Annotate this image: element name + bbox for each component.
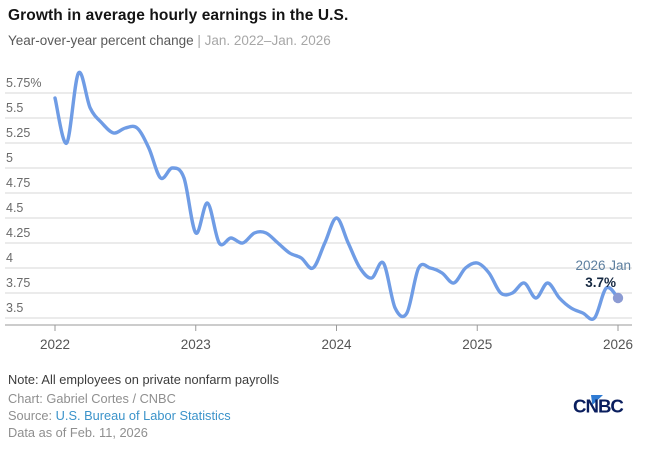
y-tick-label: 4.5 (6, 201, 23, 215)
y-tick-label: 5.25 (6, 126, 30, 140)
page-title: Growth in average hourly earnings in the… (8, 7, 349, 24)
x-tick-label: 2022 (40, 337, 70, 352)
x-axis-ticks: 2022 2023 2024 2025 2026 (40, 325, 633, 352)
x-tick-label: 2024 (321, 337, 352, 352)
latest-point-marker (612, 292, 624, 304)
cnbc-peacock-icon (591, 395, 603, 405)
x-tick-label: 2025 (462, 337, 492, 352)
chart-note: Note: All employees on private nonfarm p… (8, 372, 280, 387)
gridlines (5, 92, 632, 319)
y-tick-label: 5.5 (6, 101, 23, 115)
y-axis-labels: 5.75% 5.5 5.25 5 4.75 4.5 4.25 4 3.75 3.5 (6, 76, 41, 315)
chart-subtitle: Year-over-year percent change | Jan. 202… (8, 33, 331, 48)
y-tick-label: 3.5 (6, 301, 23, 315)
annotation-value: 3.7% (585, 275, 616, 290)
data-as-of: Data as of Feb. 11, 2026 (8, 425, 148, 440)
x-tick-label: 2026 (603, 337, 633, 352)
y-tick-label: 3.75 (6, 276, 30, 290)
cnbc-logo-graphic: CNBC (573, 395, 624, 416)
chart-credit: Chart: Gabriel Cortes / CNBC (8, 391, 176, 406)
source-link[interactable]: U.S. Bureau of Labor Statistics (55, 408, 231, 423)
annotation-date: 2026 Jan (575, 258, 631, 273)
y-tick-label: 5 (6, 151, 13, 165)
x-tick-label: 2023 (181, 337, 211, 352)
chart-source: Source: U.S. Bureau of Labor Statistics (8, 408, 231, 423)
y-tick-label: 4.25 (6, 226, 30, 240)
earnings-line (53, 70, 620, 321)
y-tick-label: 5.75% (6, 76, 41, 90)
line-chart: 5.75% 5.5 5.25 5 4.75 4.5 4.25 4 3.75 3.5 2022 2023… (5, 70, 633, 352)
y-tick-label: 4 (6, 251, 13, 265)
cnbc-wordmark: CNBC (573, 395, 623, 416)
source-label: Source: (8, 408, 56, 423)
y-tick-label: 4.75 (6, 176, 30, 190)
cnbc-logo: CNBC (573, 392, 641, 418)
subtitle-date-range: | Jan. 2022–Jan. 2026 (197, 33, 331, 48)
subtitle-description: Year-over-year percent change (8, 33, 198, 48)
